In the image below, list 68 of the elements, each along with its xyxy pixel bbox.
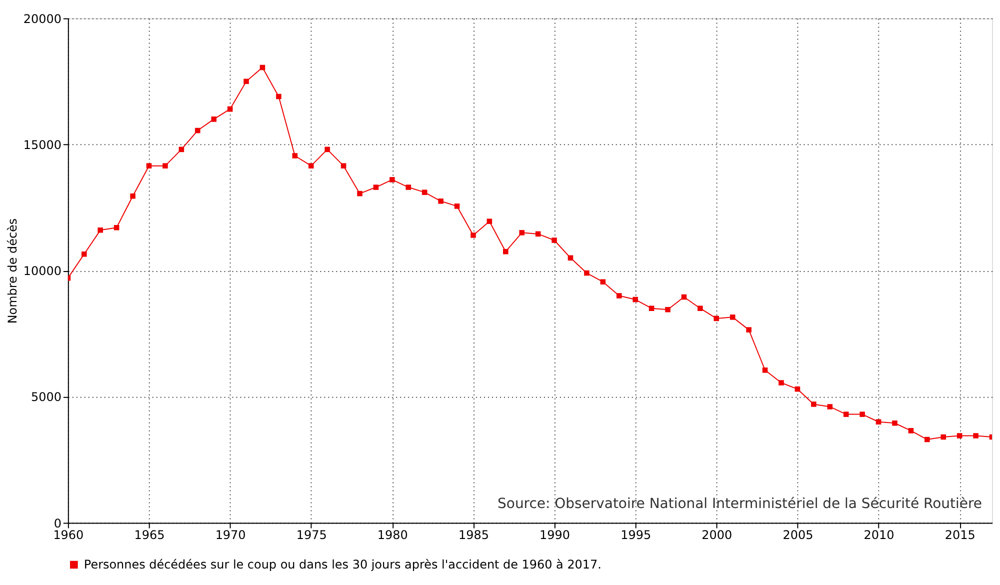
- point: [811, 402, 816, 407]
- point: [698, 306, 703, 311]
- y-tick-label: 15000: [23, 138, 62, 152]
- point: [308, 163, 314, 168]
- point: [956, 433, 962, 438]
- point: [746, 327, 752, 332]
- point: [519, 230, 525, 236]
- point: [552, 238, 557, 243]
- point: [843, 412, 849, 417]
- point: [276, 94, 282, 100]
- point: [892, 420, 898, 426]
- point: [648, 306, 654, 311]
- point: [357, 190, 362, 196]
- point: [665, 306, 670, 312]
- point: [162, 163, 168, 168]
- point: [454, 204, 460, 209]
- point: [390, 177, 395, 182]
- y-tick-label: 20000: [23, 12, 62, 26]
- point: [584, 270, 590, 276]
- x-tick-label: 2015: [944, 528, 976, 542]
- point: [292, 153, 298, 158]
- point: [973, 433, 978, 438]
- point: [827, 404, 833, 410]
- y-tick-label: 5000: [30, 390, 62, 404]
- point: [340, 163, 346, 168]
- point: [503, 248, 508, 254]
- point: [82, 251, 87, 257]
- point: [486, 218, 492, 224]
- point: [244, 78, 249, 84]
- y-tick-label: 0: [54, 516, 62, 530]
- x-tick-label: 1960: [53, 528, 84, 542]
- point: [632, 296, 638, 302]
- y-axis-title: Nombre de décès: [5, 218, 20, 324]
- point: [98, 228, 103, 233]
- x-tick-label: 1995: [620, 528, 652, 542]
- x-tick-label: 1980: [377, 528, 408, 542]
- point: [406, 184, 412, 190]
- y-tick-label: 10000: [23, 264, 62, 278]
- point: [778, 380, 784, 386]
- point: [860, 412, 865, 417]
- point: [194, 128, 200, 134]
- point: [324, 146, 330, 152]
- x-tick-label: 1985: [458, 528, 489, 542]
- point: [762, 368, 768, 373]
- point: [470, 232, 476, 238]
- point: [908, 428, 914, 434]
- point: [876, 419, 882, 425]
- legend-label: Personnes décédées sur le coup ou dans les 30 jours après l'accident de 1960 à 2017.: [84, 558, 602, 572]
- point: [600, 279, 606, 285]
- x-tick-label: 2000: [702, 528, 732, 542]
- point: [114, 224, 120, 230]
- point: [924, 436, 930, 442]
- x-tick-label: 2005: [782, 528, 814, 542]
- annotation: Source: Observatoire National Interministériel de la Sécurité Routière: [498, 496, 982, 512]
- x-tick-label: 1975: [296, 528, 327, 542]
- point: [211, 116, 216, 122]
- point: [146, 163, 152, 168]
- point: [373, 184, 379, 190]
- point: [616, 293, 622, 298]
- point: [940, 434, 946, 440]
- point: [438, 198, 444, 204]
- point: [130, 193, 136, 199]
- x-tick-label: 1970: [215, 528, 246, 542]
- point: [422, 190, 428, 195]
- point: [730, 314, 736, 320]
- x-tick-label: 1965: [134, 528, 165, 542]
- x-tick-label: 1990: [540, 528, 570, 542]
- x-tick-label: 2010: [864, 528, 894, 542]
